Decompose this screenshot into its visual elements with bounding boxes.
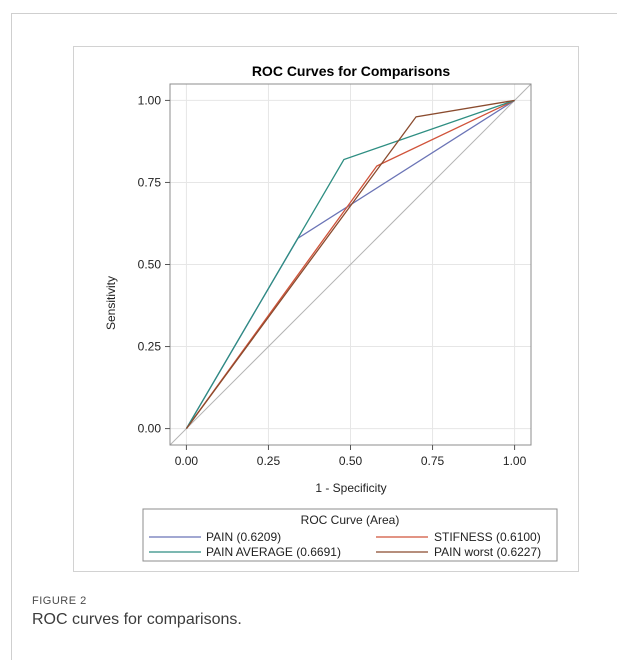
- x-tick-label: 0.50: [339, 454, 363, 468]
- reference-line: [169, 83, 532, 446]
- figure-caption: ROC curves for comparisons.: [32, 611, 242, 628]
- y-tick-label: 1.00: [138, 93, 162, 107]
- axis-ticks: 0.00 0.25 0.50 0.75 1.00 0.00 0.25 0.50 0.75 1.00: [138, 93, 527, 468]
- chart-title: ROC Curves for Comparisons: [252, 63, 451, 79]
- chart-grid: [170, 84, 531, 445]
- y-tick-label: 0.75: [138, 175, 162, 189]
- figure-label: FIGURE 2: [32, 595, 87, 607]
- x-tick-label: 0.00: [175, 454, 199, 468]
- legend-box: [142, 508, 558, 562]
- x-tick-label: 0.75: [421, 454, 445, 468]
- x-tick-label: 1.00: [503, 454, 527, 468]
- legend-label-pain: PAIN (0.6209): [206, 530, 281, 544]
- y-tick-label: 0.00: [138, 422, 162, 436]
- x-axis-label: 1 - Specificity: [315, 481, 386, 495]
- y-axis-label: Sensitivity: [104, 276, 118, 330]
- legend-title: ROC Curve (Area): [301, 513, 400, 527]
- figure-frame: [11, 13, 617, 660]
- legend-items: PAIN (0.6209) STIFNESS (0.6100) PAIN AVERA…: [149, 530, 541, 559]
- chart-container: ROC Curves for Comparisons Sensitivity 1…: [73, 46, 579, 572]
- legend-label-pain-worst: PAIN worst (0.6227): [434, 545, 541, 559]
- roc-line-pain-worst: [185, 99, 515, 429]
- y-tick-label: 0.25: [138, 340, 162, 354]
- y-tick-label: 0.50: [138, 258, 162, 272]
- diagonal-reference-line: [169, 83, 532, 446]
- chart-series: [185, 99, 515, 429]
- roc-line-stifness: [185, 99, 515, 429]
- roc-line-pain-average: [185, 99, 515, 429]
- roc-chart: ROC Curves for Comparisons Sensitivity 1…: [104, 63, 558, 562]
- x-tick-label: 0.25: [257, 454, 281, 468]
- legend-label-pain-average: PAIN AVERAGE (0.6691): [206, 545, 341, 559]
- legend-label-stifness: STIFNESS (0.6100): [434, 530, 541, 544]
